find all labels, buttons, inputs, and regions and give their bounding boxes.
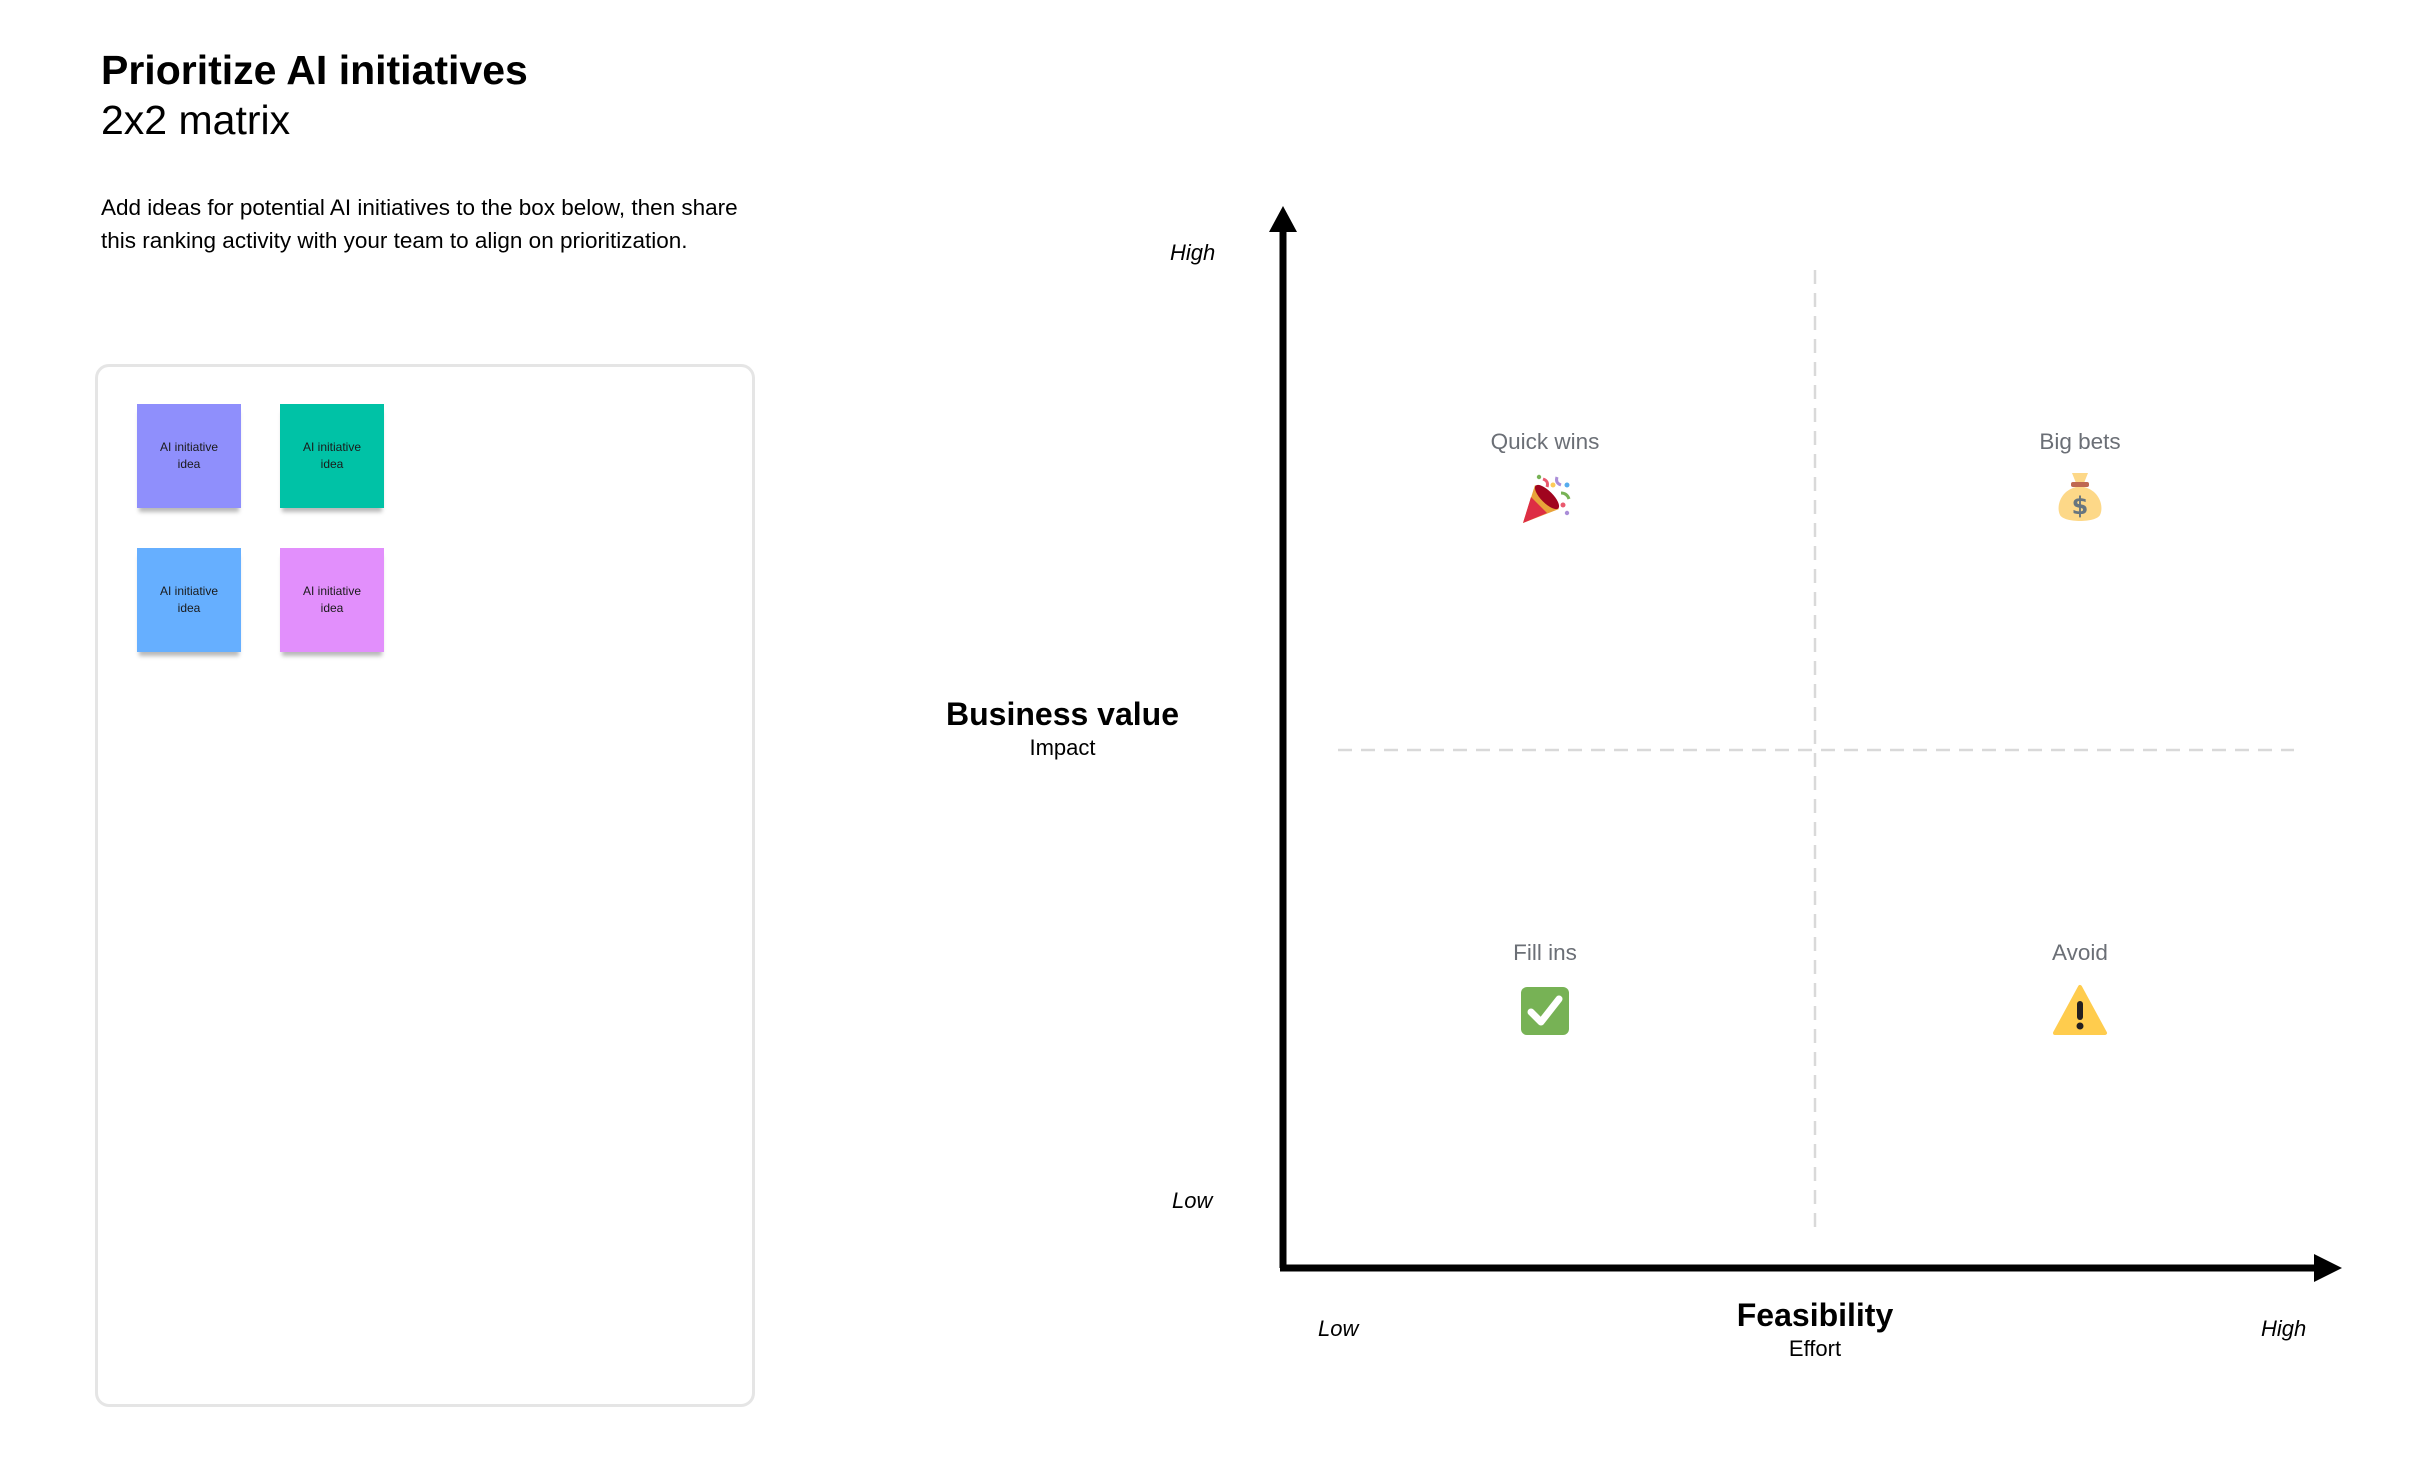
page-subtitle: 2x2 matrix bbox=[101, 97, 291, 143]
warning-icon bbox=[2053, 985, 2107, 1035]
check-mark-icon bbox=[1521, 987, 1569, 1035]
sticky-note[interactable]: AI initiative idea bbox=[280, 404, 384, 508]
page-title: Prioritize AI initiatives bbox=[101, 47, 528, 93]
quadrant-label-big-bets: Big bets bbox=[2039, 429, 2121, 454]
party-popper-icon bbox=[1523, 474, 1571, 523]
quadrant-label-fill-ins: Fill ins bbox=[1513, 940, 1577, 965]
sticky-note[interactable]: AI initiative idea bbox=[137, 404, 241, 508]
x-axis-title: Feasibility bbox=[1736, 1297, 1894, 1333]
y-axis-subtitle: Impact bbox=[1029, 735, 1096, 760]
y-axis-title: Business value bbox=[946, 696, 1179, 732]
y-axis-high-label: High bbox=[1170, 240, 1216, 265]
sticky-note[interactable]: AI initiative idea bbox=[280, 548, 384, 652]
instructions-text: Add ideas for potential AI initiatives t… bbox=[101, 195, 738, 253]
y-axis-arrow bbox=[1269, 206, 1297, 232]
x-axis-arrow bbox=[2314, 1254, 2342, 1282]
x-axis-low-label: Low bbox=[1318, 1316, 1359, 1341]
money-bag-icon: $ bbox=[2058, 473, 2102, 521]
ideas-box bbox=[95, 364, 755, 1407]
quadrant-label-avoid: Avoid bbox=[2052, 940, 2108, 965]
sticky-note[interactable]: AI initiative idea bbox=[137, 548, 241, 652]
quadrant-label-quick-wins: Quick wins bbox=[1490, 429, 1600, 454]
x-axis-subtitle: Effort bbox=[1788, 1336, 1842, 1361]
svg-text:$: $ bbox=[2072, 492, 2089, 520]
x-axis-high-label: High bbox=[2261, 1316, 2307, 1341]
y-axis-low-label: Low bbox=[1172, 1188, 1213, 1213]
